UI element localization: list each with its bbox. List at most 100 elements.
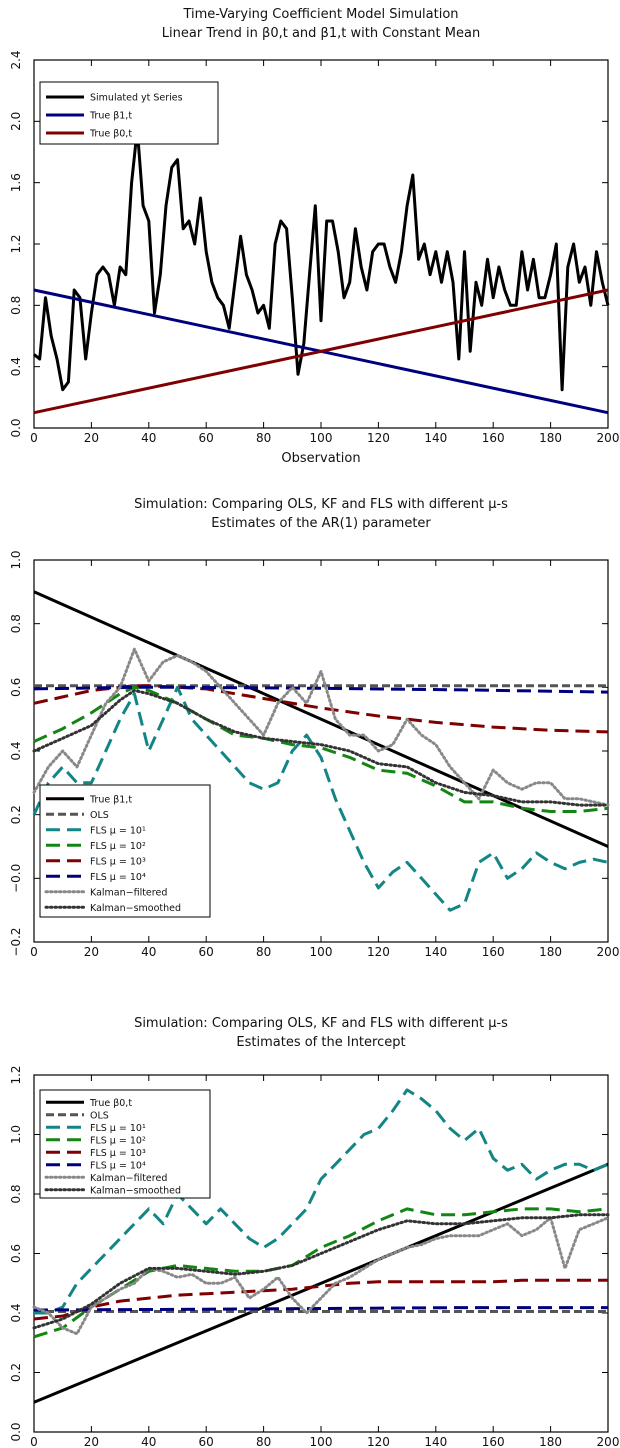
x-tick-label: 120: [367, 1435, 390, 1448]
chart-title: Time-Varying Coefficient Model Simulatio…: [182, 7, 458, 22]
y-tick-label: 1.0: [9, 550, 23, 569]
x-tick-label: 20: [84, 945, 99, 959]
y-tick-label: 0.8: [9, 296, 23, 315]
series-line-1: [33, 127, 610, 392]
y-tick-label: 0.2: [9, 805, 23, 824]
chart-2: Simulation: Comparing OLS, KF and FLS wi…: [9, 497, 619, 959]
x-tick-label: 100: [310, 945, 333, 959]
series-line-1: [33, 1162, 609, 1404]
y-tick-label: 1.2: [9, 1065, 23, 1084]
chart-1: Time-Varying Coefficient Model Simulatio…: [9, 7, 619, 466]
y-tick-label: 0.6: [9, 678, 23, 697]
legend-label: OLS: [90, 1110, 109, 1121]
y-tick-label: 0.4: [9, 741, 23, 760]
x-tick-label: 180: [539, 945, 562, 959]
y-tick-label: 0.8: [9, 614, 23, 633]
x-tick-label: 80: [256, 1435, 271, 1448]
y-tick-label: 1.6: [9, 173, 23, 192]
legend-box: [39, 1089, 211, 1199]
legend: Simulated yt Series True β1,t True β0,t: [39, 81, 219, 145]
series-line-7: [32, 647, 610, 807]
x-tick-label: 160: [482, 431, 505, 445]
x-tick-label: 180: [539, 431, 562, 445]
x-tick-label: 200: [597, 1435, 620, 1448]
legend-label: True β0,t: [89, 1098, 132, 1109]
chart-title: Simulation: Comparing OLS, KF and FLS wi…: [134, 1016, 508, 1031]
series-line-1: [33, 590, 609, 848]
x-tick-label: 140: [424, 431, 447, 445]
x-tick-label: 60: [199, 431, 214, 445]
series-line-8: [32, 689, 610, 807]
series-line-8: [32, 1213, 610, 1330]
x-tick-label: 0: [30, 1435, 38, 1448]
legend-label: FLS μ = 10¹: [90, 825, 146, 836]
x-tick-label: 100: [310, 431, 333, 445]
series-line-4: [33, 685, 609, 813]
chart-subtitle: Estimates of the Intercept: [236, 1035, 405, 1050]
legend-label: FLS μ = 10²: [90, 1135, 146, 1146]
x-tick-label: 0: [30, 431, 38, 445]
y-tick-label: −0.0: [9, 864, 23, 893]
legend-label: Kalman−smoothed: [90, 903, 181, 914]
y-tick-label: 0.8: [9, 1184, 23, 1203]
series-line-3: [32, 685, 609, 912]
legend-label: FLS μ = 10⁴: [90, 1160, 146, 1171]
x-tick-label: 100: [310, 1435, 333, 1448]
legend: True β1,t OLS FLS μ = 10¹ FLS μ = 10² FLS μ …: [39, 784, 211, 918]
legend-label: FLS μ = 10¹: [90, 1123, 146, 1134]
legend-label: OLS: [90, 810, 109, 821]
x-tick-label: 80: [256, 945, 271, 959]
x-tick-label: 160: [482, 1435, 505, 1448]
x-tick-label: 20: [84, 1435, 99, 1448]
x-tick-label: 200: [597, 945, 620, 959]
series-line-6: [33, 685, 609, 694]
legend-label: True β1,t: [89, 111, 132, 122]
legend-label: FLS μ = 10⁴: [90, 872, 146, 883]
y-tick-label: 2.0: [9, 112, 23, 131]
x-tick-label: 40: [141, 1435, 156, 1448]
y-tick-label: 0.0: [9, 418, 23, 437]
y-tick-label: 0.2: [9, 1363, 23, 1382]
series-line-7: [32, 1216, 610, 1336]
y-tick-label: 1.2: [9, 234, 23, 253]
series-line-3: [34, 1088, 609, 1315]
x-tick-label: 120: [367, 945, 390, 959]
legend-label: Kalman−filtered: [90, 1173, 167, 1184]
legend-label: Kalman−filtered: [90, 887, 167, 898]
legend-label: Simulated yt Series: [90, 93, 183, 104]
y-tick-label: 2.4: [9, 50, 23, 69]
legend-label: FLS μ = 10³: [90, 856, 146, 867]
x-tick-label: 60: [199, 1435, 214, 1448]
x-tick-label: 40: [141, 431, 156, 445]
legend-label: Kalman−smoothed: [90, 1185, 181, 1196]
chart-title: Simulation: Comparing OLS, KF and FLS wi…: [134, 497, 508, 512]
legend-label: FLS μ = 10³: [90, 1148, 146, 1159]
y-tick-label: 0.6: [9, 1244, 23, 1263]
chart-subtitle: Estimates of the AR(1) parameter: [211, 516, 431, 531]
series-line-3: [33, 288, 609, 415]
x-tick-label: 120: [367, 431, 390, 445]
x-tick-label: 180: [539, 1435, 562, 1448]
x-tick-label: 140: [424, 1435, 447, 1448]
x-tick-label: 200: [597, 431, 620, 445]
y-tick-label: 0.4: [9, 1303, 23, 1322]
x-tick-label: 20: [84, 431, 99, 445]
x-tick-label: 40: [141, 945, 156, 959]
legend-label: FLS μ = 10²: [90, 841, 146, 852]
x-tick-label: 0: [30, 945, 38, 959]
series-line-5: [33, 684, 609, 734]
chart-subtitle: Linear Trend in β0,t and β1,t with Const…: [162, 26, 480, 41]
y-tick-label: 1.0: [9, 1125, 23, 1144]
x-tick-label: 140: [424, 945, 447, 959]
legend-label: True β1,t: [89, 794, 132, 805]
series-line-6: [33, 1306, 608, 1312]
legend-box: [39, 784, 211, 918]
series-line-5: [33, 1278, 608, 1321]
x-tick-label: 60: [199, 945, 214, 959]
y-tick-label: 0.0: [9, 1422, 23, 1441]
legend-label: True β0,t: [89, 129, 132, 140]
x-tick-label: 160: [482, 945, 505, 959]
